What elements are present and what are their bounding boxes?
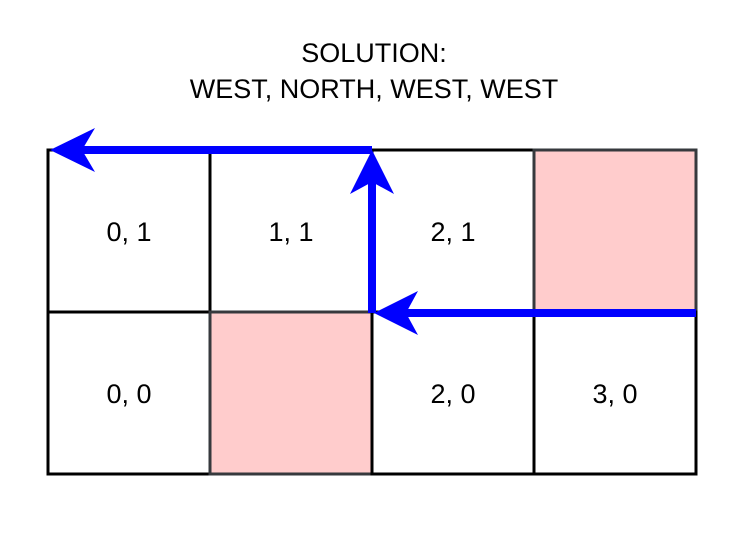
grid-cell [370,148,536,314]
grid-cells: 0, 1 1, 1 2, 1 0, 0 2, 0 3, 0 [46,148,698,476]
blocked-cell [208,310,374,476]
arrowhead-west-top [50,128,95,172]
solution-moves: WEST, NORTH, WEST, WEST [189,74,559,104]
cell-coordinate-label: 3, 0 [592,379,637,409]
arrowhead-west-middle [374,291,418,335]
grid-cell [532,310,698,476]
blocked-cell [532,148,698,314]
cell-coordinate-label: 2, 0 [430,379,475,409]
cell-coordinate-label: 0, 0 [106,379,151,409]
cell-coordinate-label: 0, 1 [106,217,151,247]
grid-cell [46,310,212,476]
cell-coordinate-label: 2, 1 [430,217,475,247]
arrowhead-north [350,150,394,194]
solution-path [50,128,696,335]
cell-coordinate-label: 1, 1 [268,217,313,247]
solution-heading: SOLUTION: [301,38,447,68]
